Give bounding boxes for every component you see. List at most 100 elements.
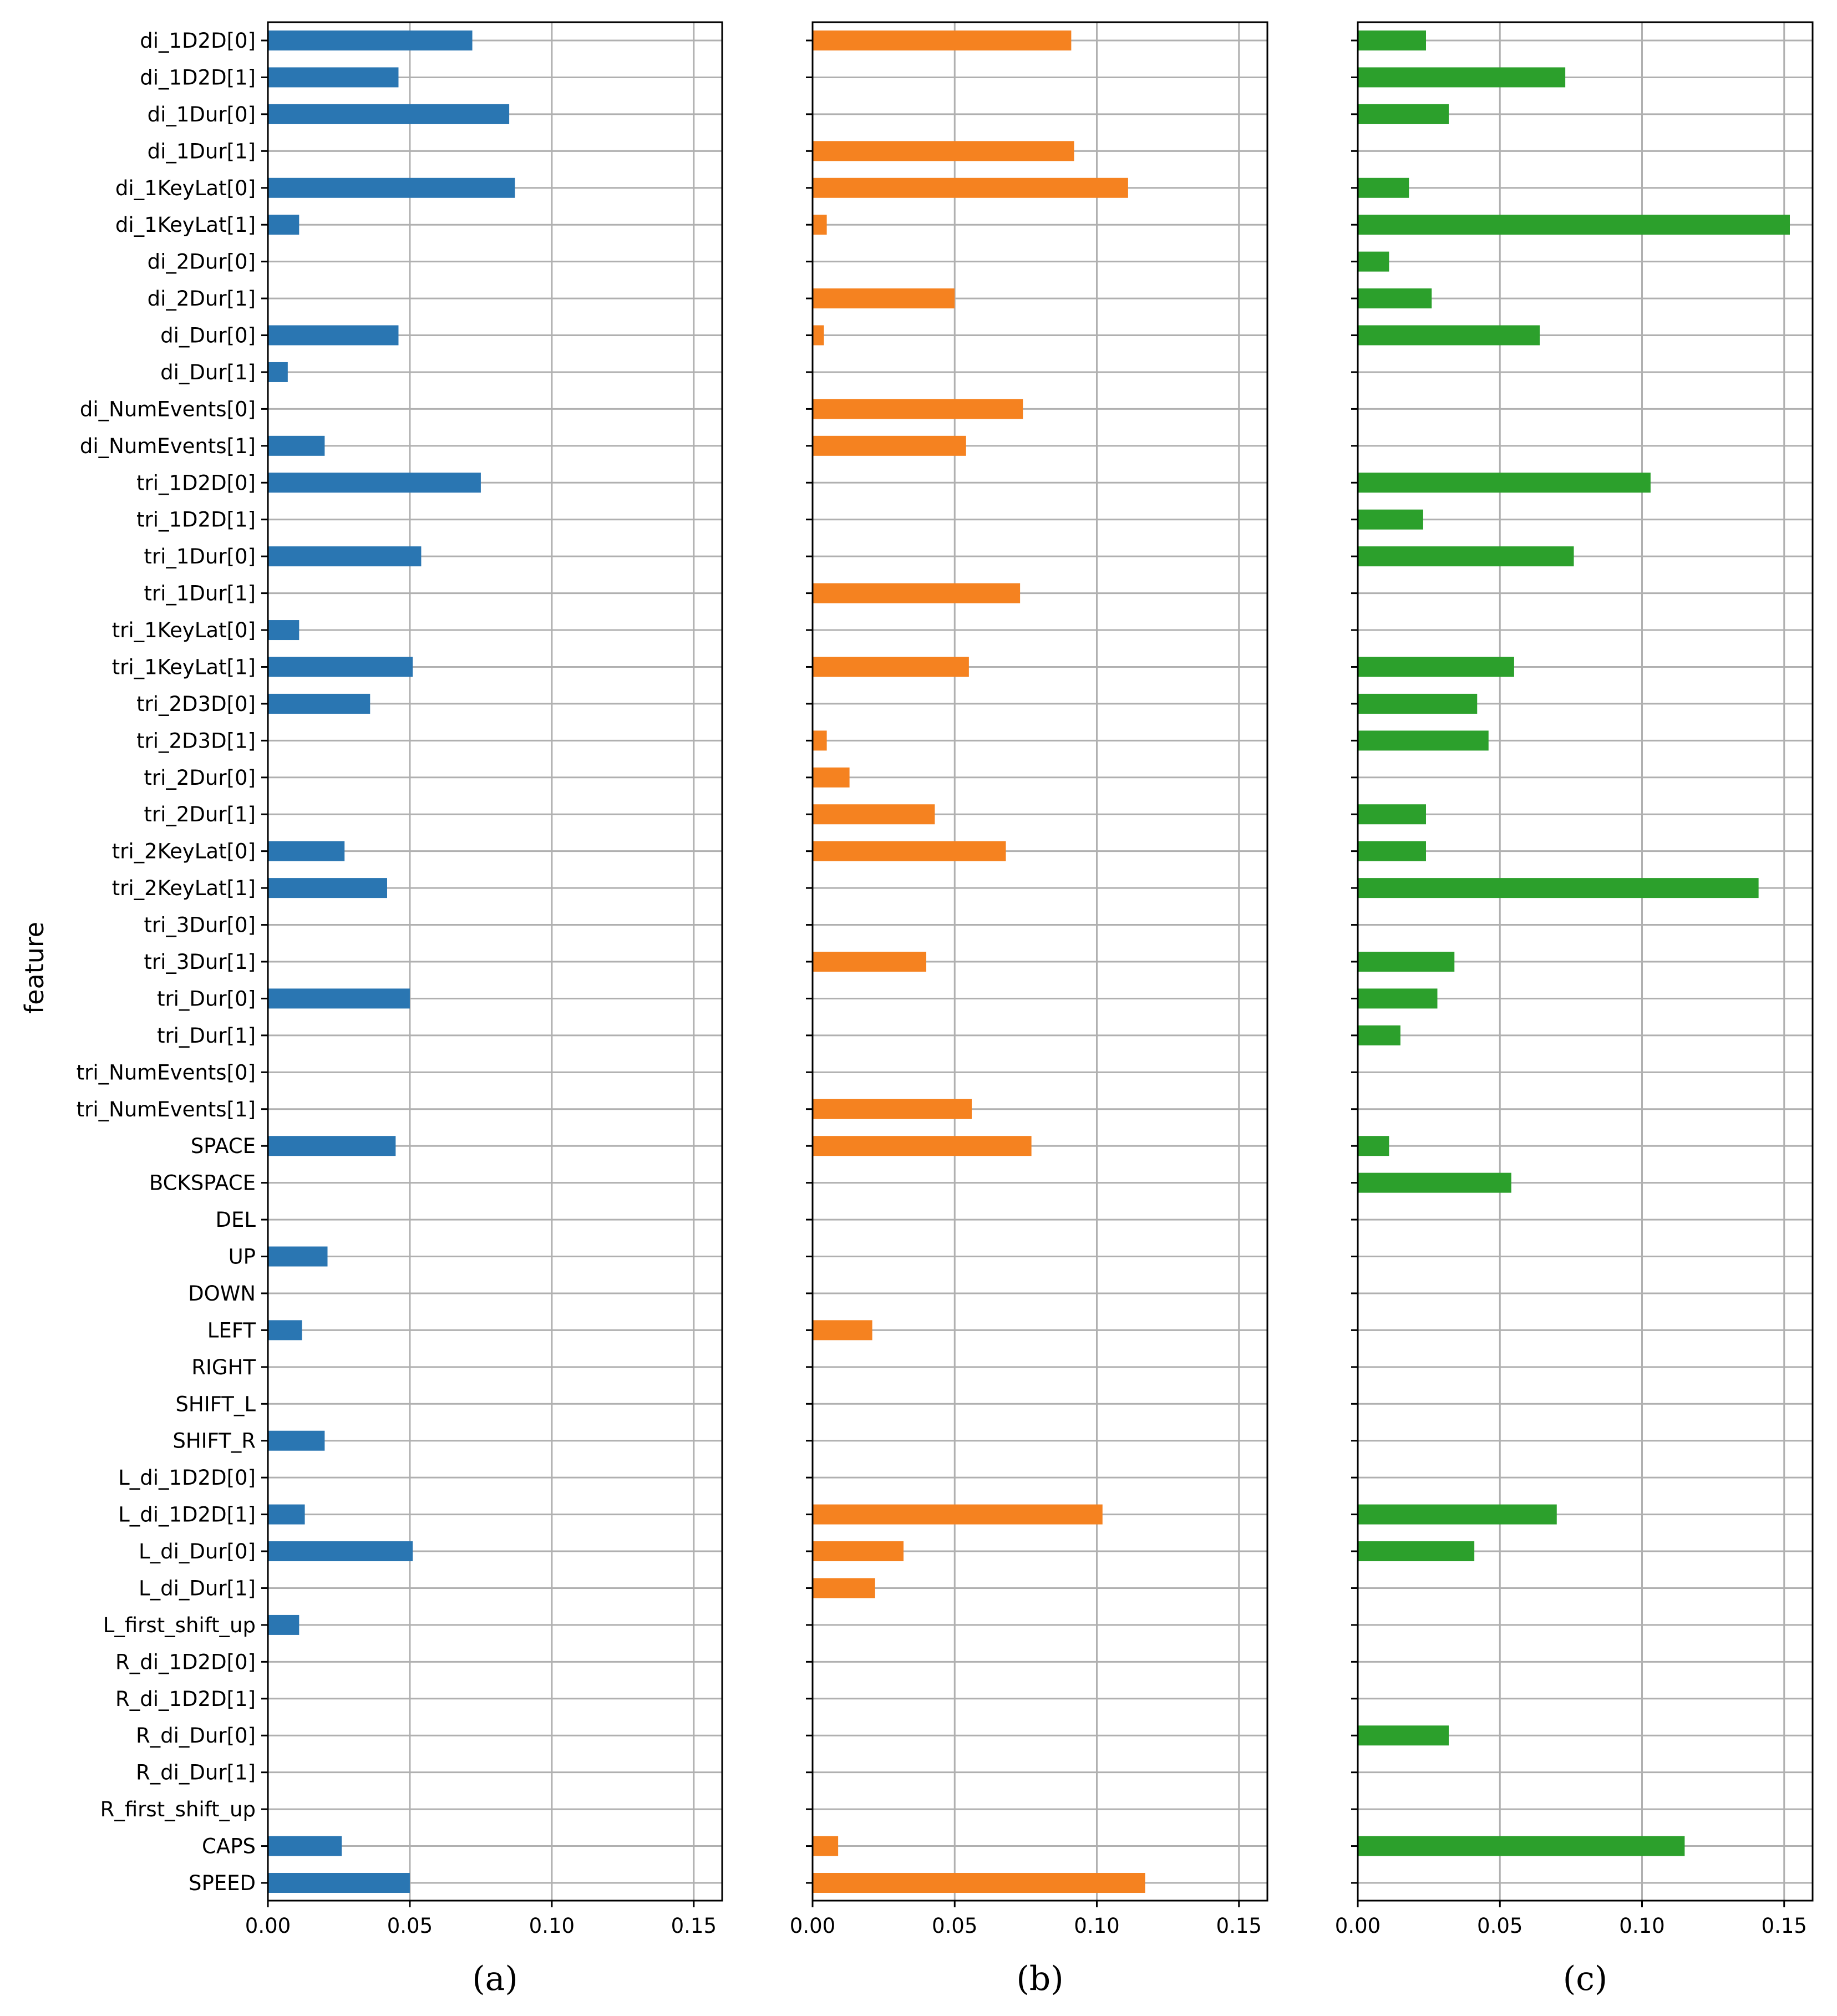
y-tick-label: R_di_Dur[0] [136,1724,256,1748]
y-tick-label: R_di_1D2D[0] [115,1650,256,1674]
y-tick-label: SHIFT_L [175,1392,256,1416]
bar-tri_3Dur[1] [1358,952,1455,972]
y-tick-label: di_NumEvents[0] [80,397,256,421]
y-tick-label: di_1D2D[1] [140,65,256,89]
y-tick-label: tri_1Dur[1] [144,582,256,606]
bar-tri_2KeyLat[1] [268,878,387,898]
bar-CAPS [268,1836,342,1856]
bar-BCKSPACE [1358,1172,1511,1193]
bar-tri_3Dur[1] [813,952,926,972]
bar-di_NumEvents[1] [268,435,325,456]
bar-di_NumEvents[0] [813,399,1023,419]
bar-tri_1KeyLat[0] [268,620,300,641]
bar-tri_Dur[0] [268,988,410,1009]
bar-tri_1KeyLat[1] [268,657,413,677]
y-tick-label: di_1Dur[1] [148,139,256,163]
bar-tri_1D2D[0] [1358,473,1651,493]
bar-tri_1KeyLat[1] [813,657,969,677]
y-tick-label: tri_NumEvents[0] [77,1060,256,1084]
x-tick-label: 0.00 [1335,1914,1381,1938]
y-tick-label: tri_1Dur[0] [144,545,256,568]
y-tick-label: tri_3Dur[0] [144,913,256,937]
bar-di_1Dur[0] [268,104,510,124]
bar-SPACE [1358,1136,1389,1156]
bar-tri_1Dur[0] [268,546,422,567]
y-tick-label: tri_2KeyLat[1] [112,876,256,900]
y-tick-label: R_first_shift_up [100,1797,256,1821]
y-tick-label: di_NumEvents[1] [80,434,256,458]
bar-SPACE [268,1136,396,1156]
bar-tri_1Dur[0] [1358,546,1574,567]
bar-SPEED [813,1873,1145,1893]
bar-tri_2D3D[1] [1358,730,1489,751]
bar-L_di_Dur[1] [813,1578,875,1598]
panel-caption: (a) [472,1959,518,1998]
bar-di_2Dur[1] [813,288,955,309]
y-axis-title: feature [19,922,49,1014]
panel-a: di_1D2D[0] di_1D2D[1] di_1Dur[0] di_1Dur[1]… [77,21,723,1998]
bar-tri_Dur[1] [1358,1025,1400,1045]
bar-di_1KeyLat[0] [813,177,1128,198]
x-tick-label: 0.00 [790,1914,835,1938]
bar-tri_2KeyLat[0] [1358,841,1426,861]
y-tick-label: di_1D2D[0] [140,29,256,53]
bar-tri_2D3D[0] [268,693,371,714]
y-tick-label: DEL [216,1208,256,1232]
y-tick-label: R_di_Dur[1] [136,1761,256,1785]
bar-di_1KeyLat[1] [813,215,827,235]
bar-tri_2D3D[1] [813,730,827,751]
y-tick-label: tri_1D2D[1] [136,508,256,532]
y-tick-label: tri_NumEvents[1] [77,1098,256,1121]
y-tick-label: UP [229,1245,256,1269]
bar-SHIFT_R [268,1430,325,1451]
bar-tri_2Dur[1] [1358,804,1426,825]
bar-tri_2Dur[0] [813,767,850,788]
x-tick-label: 0.15 [1216,1914,1262,1938]
bar-tri_2Dur[1] [813,804,935,825]
x-tick-label: 0.15 [671,1914,717,1938]
x-tick-label: 0.15 [1762,1914,1807,1938]
y-tick-label: di_1Dur[0] [148,103,256,126]
bar-tri_1KeyLat[1] [1358,657,1514,677]
bar-di_1KeyLat[1] [268,215,300,235]
bar-SPEED [268,1873,410,1893]
bar-LEFT [813,1320,872,1340]
y-tick-label: DOWN [188,1282,256,1306]
bar-UP [268,1246,328,1267]
bar-di_2Dur[0] [1358,251,1389,272]
y-tick-label: SHIFT_R [172,1429,256,1453]
bar-di_Dur[0] [813,325,824,346]
y-tick-label: tri_2Dur[1] [144,803,256,826]
bar-di_Dur[1] [268,362,288,382]
bar-L_di_1D2D[1] [1358,1504,1557,1525]
bar-L_di_Dur[0] [1358,1541,1475,1562]
x-tick-label: 0.05 [1477,1914,1523,1938]
bar-di_1D2D[1] [268,67,399,88]
y-tick-label: di_1KeyLat[0] [115,176,256,200]
bar-di_1D2D[0] [813,31,1072,50]
bar-di_1D2D[1] [1358,67,1566,88]
y-tick-label: SPACE [191,1134,256,1158]
y-tick-label: L_di_Dur[1] [139,1576,256,1600]
x-tick-label: 0.05 [932,1914,977,1938]
y-tick-label: tri_2D3D[0] [136,692,256,716]
panel-c: 0.00 0.05 0.10 0.15 (c) [1335,21,1814,1998]
bar-tri_NumEvents[1] [813,1099,972,1119]
y-tick-label: tri_1D2D[0] [136,471,256,495]
x-tick-label: 0.10 [1619,1914,1665,1938]
bar-di_1Dur[1] [813,141,1074,161]
y-tick-label: tri_Dur[0] [157,987,256,1010]
bar-tri_2D3D[0] [1358,693,1478,714]
bar-tri_2KeyLat[0] [268,841,345,861]
x-tick-label: 0.00 [245,1914,291,1938]
y-tick-label: tri_2Dur[0] [144,766,256,790]
y-tick-label: tri_3Dur[1] [144,950,256,974]
y-tick-label: tri_1KeyLat[0] [112,618,256,642]
bar-di_1D2D[0] [1358,31,1426,50]
bar-tri_1Dur[1] [813,583,1021,603]
y-tick-label: tri_Dur[1] [157,1024,256,1048]
bar-di_1D2D[0] [268,31,473,50]
y-tick-label: BCKSPACE [149,1171,256,1195]
y-tick-label: di_1KeyLat[1] [115,213,256,237]
